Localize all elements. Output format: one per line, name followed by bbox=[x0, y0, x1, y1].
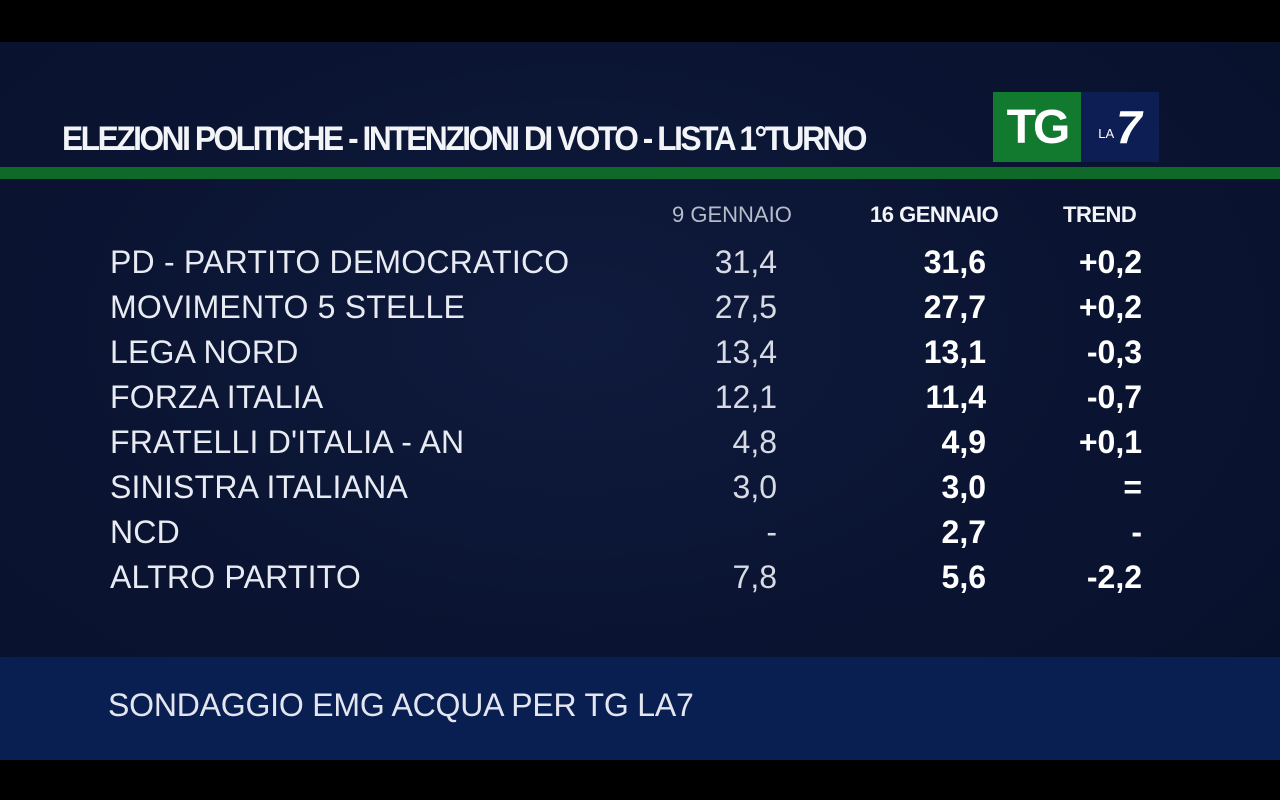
party-name: NCD bbox=[110, 514, 180, 550]
broadcast-screen: ELEZIONI POLITICHE - INTENZIONI DI VOTO … bbox=[0, 42, 1280, 760]
table-row: NCD - 2,7 - bbox=[0, 510, 1280, 555]
table-row: FORZA ITALIA 12,1 11,4 -0,7 bbox=[0, 375, 1280, 420]
value-date1: 27,5 bbox=[714, 289, 777, 325]
value-date2: 5,6 bbox=[941, 559, 986, 595]
value-date1: 31,4 bbox=[714, 244, 777, 280]
value-date1: 3,0 bbox=[732, 469, 777, 505]
page-title: ELEZIONI POLITICHE - INTENZIONI DI VOTO … bbox=[62, 120, 868, 158]
party-name: LEGA NORD bbox=[110, 334, 299, 370]
logo-seven: 7 bbox=[1116, 101, 1142, 153]
table-row: FRATELLI D'ITALIA - AN 4,8 4,9 +0,1 bbox=[0, 420, 1280, 465]
value-trend: -0,7 bbox=[1086, 379, 1142, 415]
logo-tg: TG bbox=[993, 92, 1081, 162]
column-header-date2: 16 GENNAIO bbox=[870, 202, 999, 227]
tg-la7-logo: TG LA 7 bbox=[993, 92, 1159, 162]
value-date1: 12,1 bbox=[714, 379, 777, 415]
column-header-date1: 9 GENNAIO bbox=[672, 202, 792, 227]
title-divider bbox=[0, 167, 1280, 179]
table-row: LEGA NORD 13,4 13,1 -0,3 bbox=[0, 330, 1280, 375]
logo-la: LA bbox=[1098, 125, 1115, 141]
value-date1: - bbox=[766, 514, 777, 550]
value-date2: 11,4 bbox=[925, 379, 986, 415]
value-trend: -2,2 bbox=[1086, 559, 1142, 595]
table-row: PD - PARTITO DEMOCRATICO 31,4 31,6 +0,2 bbox=[0, 240, 1280, 285]
value-trend: = bbox=[1123, 469, 1142, 505]
party-name: FRATELLI D'ITALIA - AN bbox=[110, 424, 465, 460]
value-trend: +0,2 bbox=[1078, 244, 1142, 280]
value-date2: 2,7 bbox=[941, 514, 986, 550]
party-name: MOVIMENTO 5 STELLE bbox=[110, 289, 466, 325]
value-trend: +0,2 bbox=[1078, 289, 1142, 325]
results-table: PD - PARTITO DEMOCRATICO 31,4 31,6 +0,2 … bbox=[0, 240, 1280, 600]
table-row: MOVIMENTO 5 STELLE 27,5 27,7 +0,2 bbox=[0, 285, 1280, 330]
value-date2: 31,6 bbox=[923, 244, 986, 280]
source-caption: SONDAGGIO EMG ACQUA PER TG LA7 bbox=[108, 687, 694, 723]
value-trend: - bbox=[1131, 514, 1142, 550]
logo-la7: LA 7 bbox=[1081, 92, 1159, 162]
value-date1: 13,4 bbox=[714, 334, 777, 370]
value-date1: 7,8 bbox=[732, 559, 777, 595]
party-name: FORZA ITALIA bbox=[110, 379, 324, 415]
party-name: ALTRO PARTITO bbox=[110, 559, 361, 595]
table-row: ALTRO PARTITO 7,8 5,6 -2,2 bbox=[0, 555, 1280, 600]
value-date1: 4,8 bbox=[732, 424, 777, 460]
value-date2: 4,9 bbox=[941, 424, 986, 460]
party-name: PD - PARTITO DEMOCRATICO bbox=[110, 244, 570, 280]
column-header-trend: TREND bbox=[1063, 202, 1137, 227]
value-date2: 13,1 bbox=[923, 334, 986, 370]
value-date2: 3,0 bbox=[941, 469, 986, 505]
value-trend: +0,1 bbox=[1078, 424, 1142, 460]
party-name: SINISTRA ITALIANA bbox=[110, 469, 408, 505]
value-date2: 27,7 bbox=[923, 289, 986, 325]
source-banner: SONDAGGIO EMG ACQUA PER TG LA7 bbox=[0, 657, 1280, 760]
table-row: SINISTRA ITALIANA 3,0 3,0 = bbox=[0, 465, 1280, 510]
value-trend: -0,3 bbox=[1086, 334, 1142, 370]
